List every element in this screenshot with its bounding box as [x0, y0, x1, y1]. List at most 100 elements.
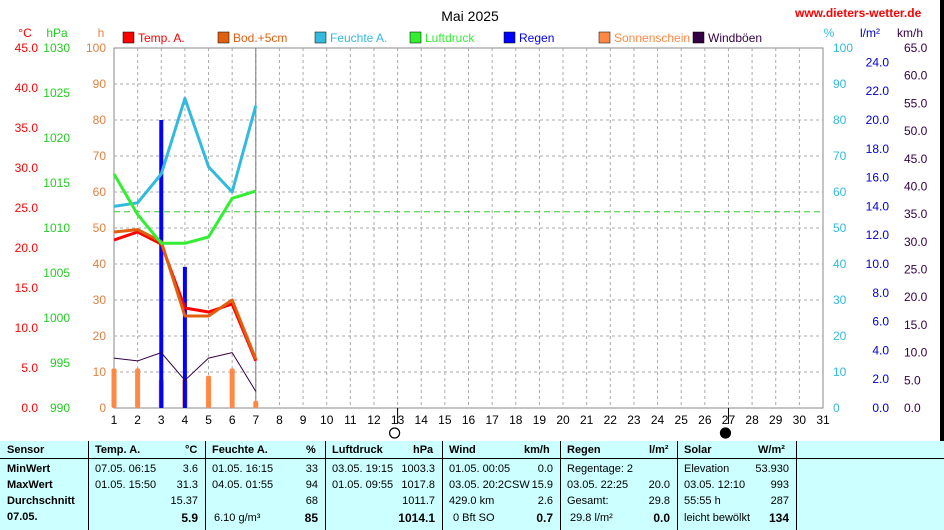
wind-tick-label: 0.0 [904, 401, 921, 415]
temp-tick-label: 25.0 [15, 201, 39, 215]
temp-avg-value: 15.37 [170, 495, 198, 507]
pressure-tick-label: 990 [50, 401, 70, 415]
row-label-max: MaxWert [7, 479, 53, 491]
humidity-tick-label: 50 [833, 221, 847, 235]
x-tick-label: 10 [320, 413, 334, 427]
wind-tick-label: 65.0 [904, 41, 928, 55]
temp-axis-unit: °C [18, 26, 32, 40]
series-line-bod-5cm [113, 228, 258, 360]
x-tick-label: 14 [415, 413, 429, 427]
rain-tick-label: 24.0 [866, 55, 890, 69]
humidity-axis-unit: % [824, 26, 835, 40]
site-url[interactable]: www.dieters-wetter.de [795, 6, 922, 20]
humidity-current-value: 85 [304, 511, 318, 525]
sunshine-bar [206, 375, 212, 408]
x-tick-label: 5 [205, 413, 212, 427]
temp-tick-label: 0.0 [21, 401, 38, 415]
rain-tick-label: 16.0 [866, 171, 890, 185]
sunshine-tick-label: 10 [93, 365, 107, 379]
legend-swatch [217, 31, 230, 44]
temp-min-value: 3.6 [182, 463, 198, 475]
rain-max-value: 20.0 [648, 479, 670, 491]
col-separator [205, 441, 206, 530]
summary-table: Sensor MinWert MaxWert Durchschnitt 07.0… [0, 441, 944, 530]
x-tick-label: 9 [300, 413, 307, 427]
sunshine-axis-unit: h [98, 26, 105, 40]
humidity-tick-label: 40 [833, 257, 847, 271]
series-line-windb-en [113, 352, 257, 392]
wind-header: Wind [449, 444, 476, 456]
x-tick-label: 25 [675, 413, 689, 427]
wind-min-value: 0.0 [537, 463, 553, 475]
wind-avg-value: 2.6 [537, 495, 553, 507]
sunshine-tick-label: 50 [93, 221, 107, 235]
wind-tick-label: 5.0 [904, 373, 921, 387]
sunshine-tick-label: 20 [93, 329, 107, 343]
new-moon-icon [719, 427, 732, 439]
pressure-min-value: 1003.3 [401, 463, 435, 475]
pressure-axis-unit: hPa [46, 26, 68, 40]
solar-sunshine-hours: 55:55 h [684, 495, 721, 507]
x-tick-label: 8 [276, 413, 283, 427]
row-header-sensor: Sensor [7, 444, 45, 456]
rain-total-value: 29.8 [648, 495, 670, 507]
sunshine-bar [111, 368, 117, 408]
x-tick-label: 18 [509, 413, 523, 427]
series-line-feuchte-a [113, 96, 258, 208]
humidity-tick-label: 10 [833, 365, 847, 379]
solar-current-value: 134 [768, 511, 789, 525]
sunshine-tick-label: 90 [93, 77, 107, 91]
rain-tick-label: 22.0 [866, 84, 890, 98]
wind-unit: km/h [524, 444, 550, 456]
humidity-tick-label: 90 [833, 77, 847, 91]
chart-title: Mai 2025 [441, 8, 499, 24]
sunshine-bar [229, 368, 235, 408]
x-tick-label: 16 [462, 413, 476, 427]
wind-tick-label: 30.0 [904, 235, 928, 249]
rain-tick-label: 14.0 [866, 199, 890, 213]
sunshine-tick-label: 0 [99, 401, 106, 415]
col-separator [325, 441, 326, 530]
pressure-tick-label: 1005 [43, 266, 70, 280]
rain-bar [159, 120, 164, 408]
temp-header: Temp. A. [95, 444, 141, 456]
x-tick-label: 4 [182, 413, 189, 427]
row-label-avg: Durchschnitt [7, 495, 75, 507]
header-divider [0, 458, 944, 459]
temp-min-time: 07.05. 06:15 [95, 463, 157, 475]
rain-days: Regentage: 2 [567, 463, 634, 475]
x-tick-label: 7 [252, 413, 259, 427]
temp-unit: °C [185, 444, 198, 456]
humidity-min-time: 01.05. 16:15 [212, 463, 274, 475]
col-separator [796, 441, 797, 530]
legend-swatch [503, 31, 516, 44]
wind-tick-label: 10.0 [904, 346, 928, 360]
rain-current-value: 0.0 [653, 511, 670, 525]
rain-bar [182, 266, 187, 408]
pressure-avg-value: 1011.7 [402, 495, 435, 507]
legend-label: Bod.+5cm [233, 31, 287, 45]
temp-tick-label: 15.0 [15, 281, 39, 295]
legend-swatch [409, 31, 422, 44]
legend-swatch [692, 31, 705, 44]
col-separator [88, 441, 89, 530]
x-tick-label: 6 [229, 413, 236, 427]
humidity-abs-label: 6.10 g/m³ [214, 512, 261, 524]
solar-sky-condition: leicht bewölkt [684, 512, 751, 524]
x-tick-label: 15 [438, 413, 452, 427]
temp-current-value: 5.9 [181, 511, 198, 525]
humidity-header: Feuchte A. [212, 444, 268, 456]
rain-unit: l/m² [649, 444, 669, 456]
x-tick-label: 20 [556, 413, 570, 427]
sunshine-bar [135, 368, 141, 408]
solar-unit: W/m² [758, 444, 785, 456]
wind-tick-label: 15.0 [904, 318, 928, 332]
rain-tick-label: 20.0 [866, 113, 890, 127]
humidity-tick-label: 0 [833, 401, 840, 415]
humidity-tick-label: 80 [833, 113, 847, 127]
sunshine-tick-label: 80 [93, 113, 107, 127]
wind-tick-label: 25.0 [904, 263, 928, 277]
series-line-luftdruck [112, 173, 257, 245]
x-tick-label: 1 [111, 413, 118, 427]
